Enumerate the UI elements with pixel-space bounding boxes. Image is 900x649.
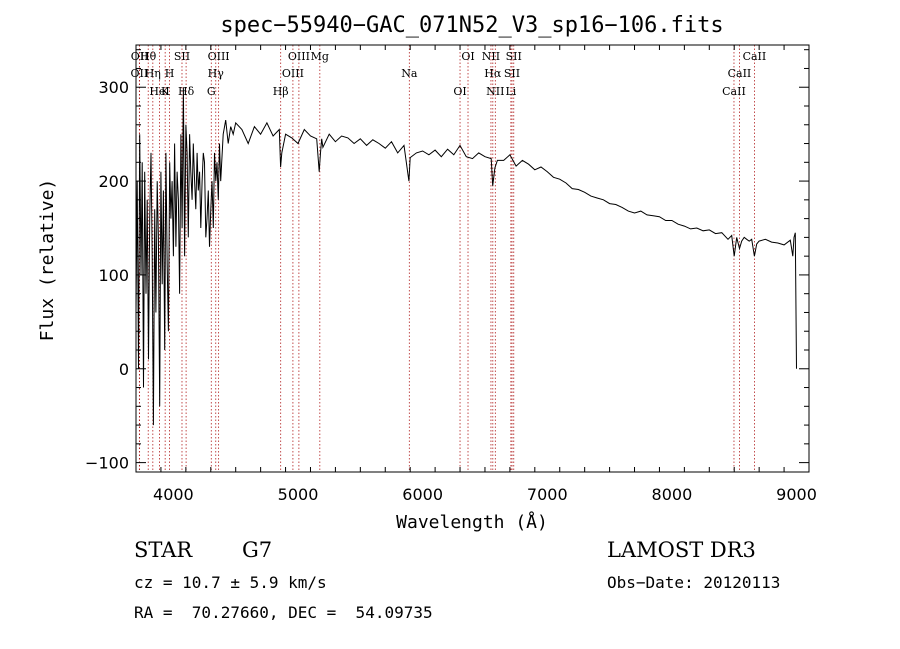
line-label-9: OIII <box>208 50 230 63</box>
line-label-25: CaII <box>728 67 752 80</box>
line-label-24: SII <box>506 50 522 63</box>
line-label-0: Hθ <box>140 50 157 63</box>
line-label-16: Na <box>401 67 418 80</box>
object-subclass: G7 <box>242 538 273 562</box>
redshift-velocity: cz = 10.7 ± 5.9 km/s <box>134 573 327 592</box>
y-axis-ticks: −100 0 100 200 300 <box>85 49 809 473</box>
line-label-4: Hη <box>145 67 161 80</box>
y-tick-label--100: −100 <box>85 454 129 473</box>
line-label-10: Hγ <box>208 67 225 80</box>
line-label-6: SII <box>174 50 190 63</box>
line-label-17: OI <box>453 85 466 98</box>
flux-series-line <box>135 87 797 426</box>
line-label-11: G <box>207 85 216 98</box>
line-label-18: OI <box>461 50 474 63</box>
line-label-22: SII <box>504 67 520 80</box>
line-label-8: Hδ <box>178 85 195 98</box>
x-axis-ticks: 4000 5000 6000 7000 8000 9000 <box>135 45 817 504</box>
survey-name: LAMOST DR3 <box>607 538 756 562</box>
line-label-23: Li <box>505 85 516 98</box>
y-tick-label-100: 100 <box>98 266 129 285</box>
emission-line-labels: HθOIIHeIOIIHηKSIIHHδOIIIHγGOIIIOIIIHβMgN… <box>131 50 767 98</box>
y-tick-label-300: 300 <box>98 78 129 97</box>
y-tick-label-0: 0 <box>119 360 129 379</box>
x-axis-label: Wavelength (Å) <box>396 511 548 533</box>
line-label-5: K <box>161 85 170 98</box>
line-label-27: CaII <box>743 50 767 63</box>
line-label-21: NII <box>482 50 500 63</box>
line-label-2: HeI <box>149 85 169 98</box>
line-label-12: OIII <box>288 50 310 63</box>
x-tick-label-7000: 7000 <box>527 485 568 504</box>
line-label-13: OIII <box>282 67 304 80</box>
object-class: STAR <box>134 538 193 562</box>
x-tick-label-9000: 9000 <box>776 485 817 504</box>
line-label-14: Hβ <box>273 85 289 98</box>
line-label-3: OII <box>131 50 149 63</box>
line-label-26: CaII <box>722 85 746 98</box>
y-axis-label: Flux (relative) <box>37 179 58 342</box>
x-tick-label-5000: 5000 <box>278 485 319 504</box>
line-label-7: H <box>165 67 175 80</box>
x-tick-label-6000: 6000 <box>402 485 443 504</box>
line-label-19: Hα <box>484 67 502 80</box>
emission-line-markers <box>138 45 755 472</box>
x-tick-label-4000: 4000 <box>153 485 194 504</box>
y-tick-label-200: 200 <box>98 172 129 191</box>
chart-title: spec−55940−GAC_071N52_V3_sp16−106.fits <box>220 13 723 38</box>
sky-coordinates: RA = 70.27660, DEC = 54.09735 <box>134 603 433 622</box>
line-label-20: NII <box>486 85 504 98</box>
plot-frame <box>135 44 810 473</box>
observation-date: Obs−Date: 20120113 <box>607 573 781 592</box>
x-tick-label-8000: 8000 <box>652 485 693 504</box>
line-label-15: Mg <box>311 50 329 63</box>
line-label-1: OII <box>131 67 149 80</box>
